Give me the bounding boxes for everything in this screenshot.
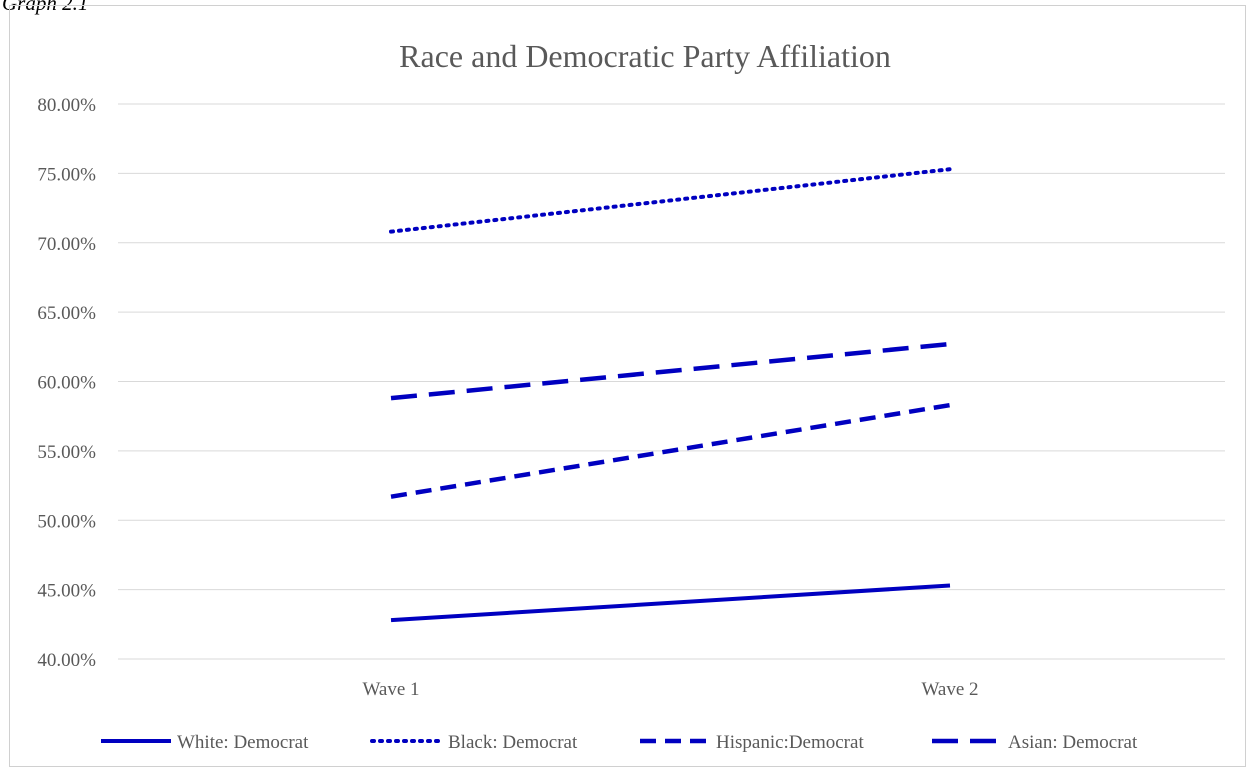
x-axis-tick-labels: Wave 1 Wave 2 xyxy=(362,679,978,700)
y-tick-label: 40.00% xyxy=(37,650,96,671)
series-line-hispanic-democrat xyxy=(390,402,951,499)
y-tick-label: 45.00% xyxy=(37,581,96,602)
x-tick-label: Wave 1 xyxy=(362,679,419,700)
y-tick-label: 55.00% xyxy=(37,442,96,463)
figure-caption: Graph 2.1 xyxy=(2,0,89,15)
legend-label-white-democrat: White: Democrat xyxy=(177,732,309,753)
y-tick-label: 50.00% xyxy=(37,511,96,532)
series-line-black-democrat xyxy=(389,167,952,234)
y-axis-tick-labels: 40.00% 45.00% 50.00% 55.00% 60.00% 65.00% 70.0… xyxy=(37,95,96,671)
gridlines xyxy=(118,103,1225,660)
series-line-asian-democrat xyxy=(390,341,951,401)
chart-frame xyxy=(9,5,1246,767)
legend-label-black-democrat: Black: Democrat xyxy=(448,732,578,753)
legend-label-hispanic-democrat: Hispanic:Democrat xyxy=(716,732,864,753)
legend-label-asian-democrat: Asian: Democrat xyxy=(1008,732,1138,753)
series-lines xyxy=(389,167,952,623)
y-tick-label: 75.00% xyxy=(37,164,96,185)
x-tick-label: Wave 2 xyxy=(921,679,978,700)
y-tick-label: 60.00% xyxy=(37,373,96,394)
y-tick-label: 70.00% xyxy=(37,234,96,255)
y-tick-label: 80.00% xyxy=(37,95,96,116)
chart-title: Race and Democratic Party Affiliation xyxy=(399,38,891,74)
legend: White: Democrat Black: Democrat Hispanic:D… xyxy=(101,732,1138,753)
y-tick-label: 65.00% xyxy=(37,303,96,324)
series-line-white-democrat xyxy=(390,583,951,623)
